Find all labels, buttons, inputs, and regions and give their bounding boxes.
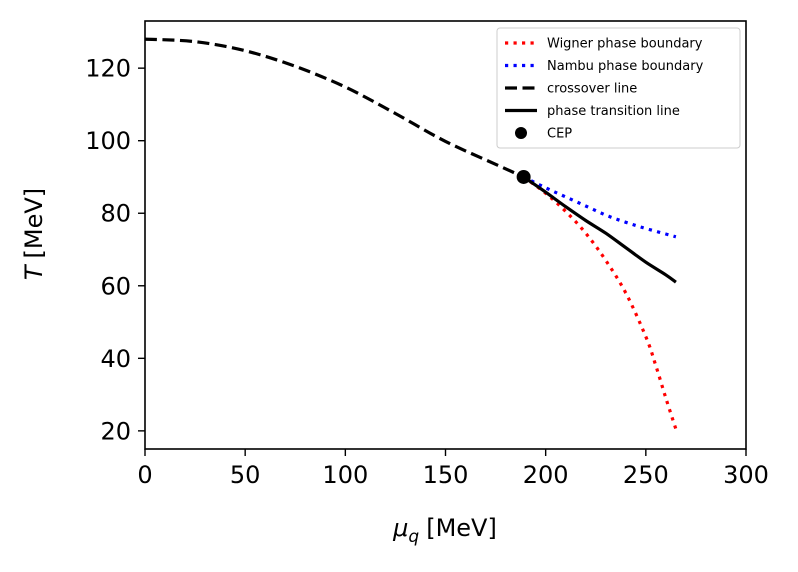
y-tick-label: 60 bbox=[100, 272, 131, 300]
series-layer bbox=[144, 37, 678, 430]
y-axis-label: T [MeV] bbox=[20, 188, 48, 280]
legend-label-wigner-phase-boundary: Wigner phase boundary bbox=[547, 37, 703, 52]
y-tick-label: 120 bbox=[85, 55, 131, 83]
y-tick-label: 40 bbox=[100, 345, 131, 373]
x-tick-label: 200 bbox=[523, 461, 569, 489]
x-ticks: 0 50 100 150 200 250 300 bbox=[137, 449, 769, 489]
legend-label-cep: CEP bbox=[547, 127, 572, 142]
series-nambu-phase-boundary bbox=[522, 175, 677, 239]
x-axis-subscript: q bbox=[408, 527, 419, 547]
legend-label-phase-transition-line: phase transition line bbox=[547, 104, 680, 119]
x-tick-label: 0 bbox=[137, 461, 152, 489]
legend: Wigner phase boundary Nambu phase boundar… bbox=[496, 27, 741, 149]
y-ticks: 20 40 60 80 100 120 bbox=[85, 55, 145, 445]
y-axis-unit: [MeV] bbox=[20, 188, 48, 259]
series-phase-transition-line bbox=[522, 175, 677, 284]
x-tick-label: 300 bbox=[723, 461, 769, 489]
y-tick-label: 100 bbox=[85, 127, 131, 155]
x-tick-label: 100 bbox=[322, 461, 368, 489]
x-axis-symbol: μ bbox=[392, 514, 408, 542]
x-tick-label: 150 bbox=[423, 461, 469, 489]
legend-swatch-cep bbox=[515, 127, 527, 139]
y-axis-symbol: T bbox=[20, 263, 48, 280]
x-axis-label: μq [MeV] bbox=[392, 514, 497, 547]
legend-label-nambu-phase-boundary: Nambu phase boundary bbox=[547, 59, 704, 74]
x-axis-unit: [MeV] bbox=[426, 514, 497, 542]
series-crossover-line bbox=[144, 37, 525, 179]
points-layer bbox=[516, 169, 531, 184]
series-wigner-phase-boundary bbox=[522, 175, 678, 430]
legend-label-crossover-line: crossover line bbox=[547, 82, 637, 97]
y-tick-label: 80 bbox=[100, 200, 131, 228]
x-tick-label: 250 bbox=[623, 461, 669, 489]
point-cep bbox=[516, 169, 531, 184]
x-tick-label: 50 bbox=[230, 461, 261, 489]
legend-box bbox=[496, 27, 741, 149]
y-tick-label: 20 bbox=[100, 417, 131, 445]
